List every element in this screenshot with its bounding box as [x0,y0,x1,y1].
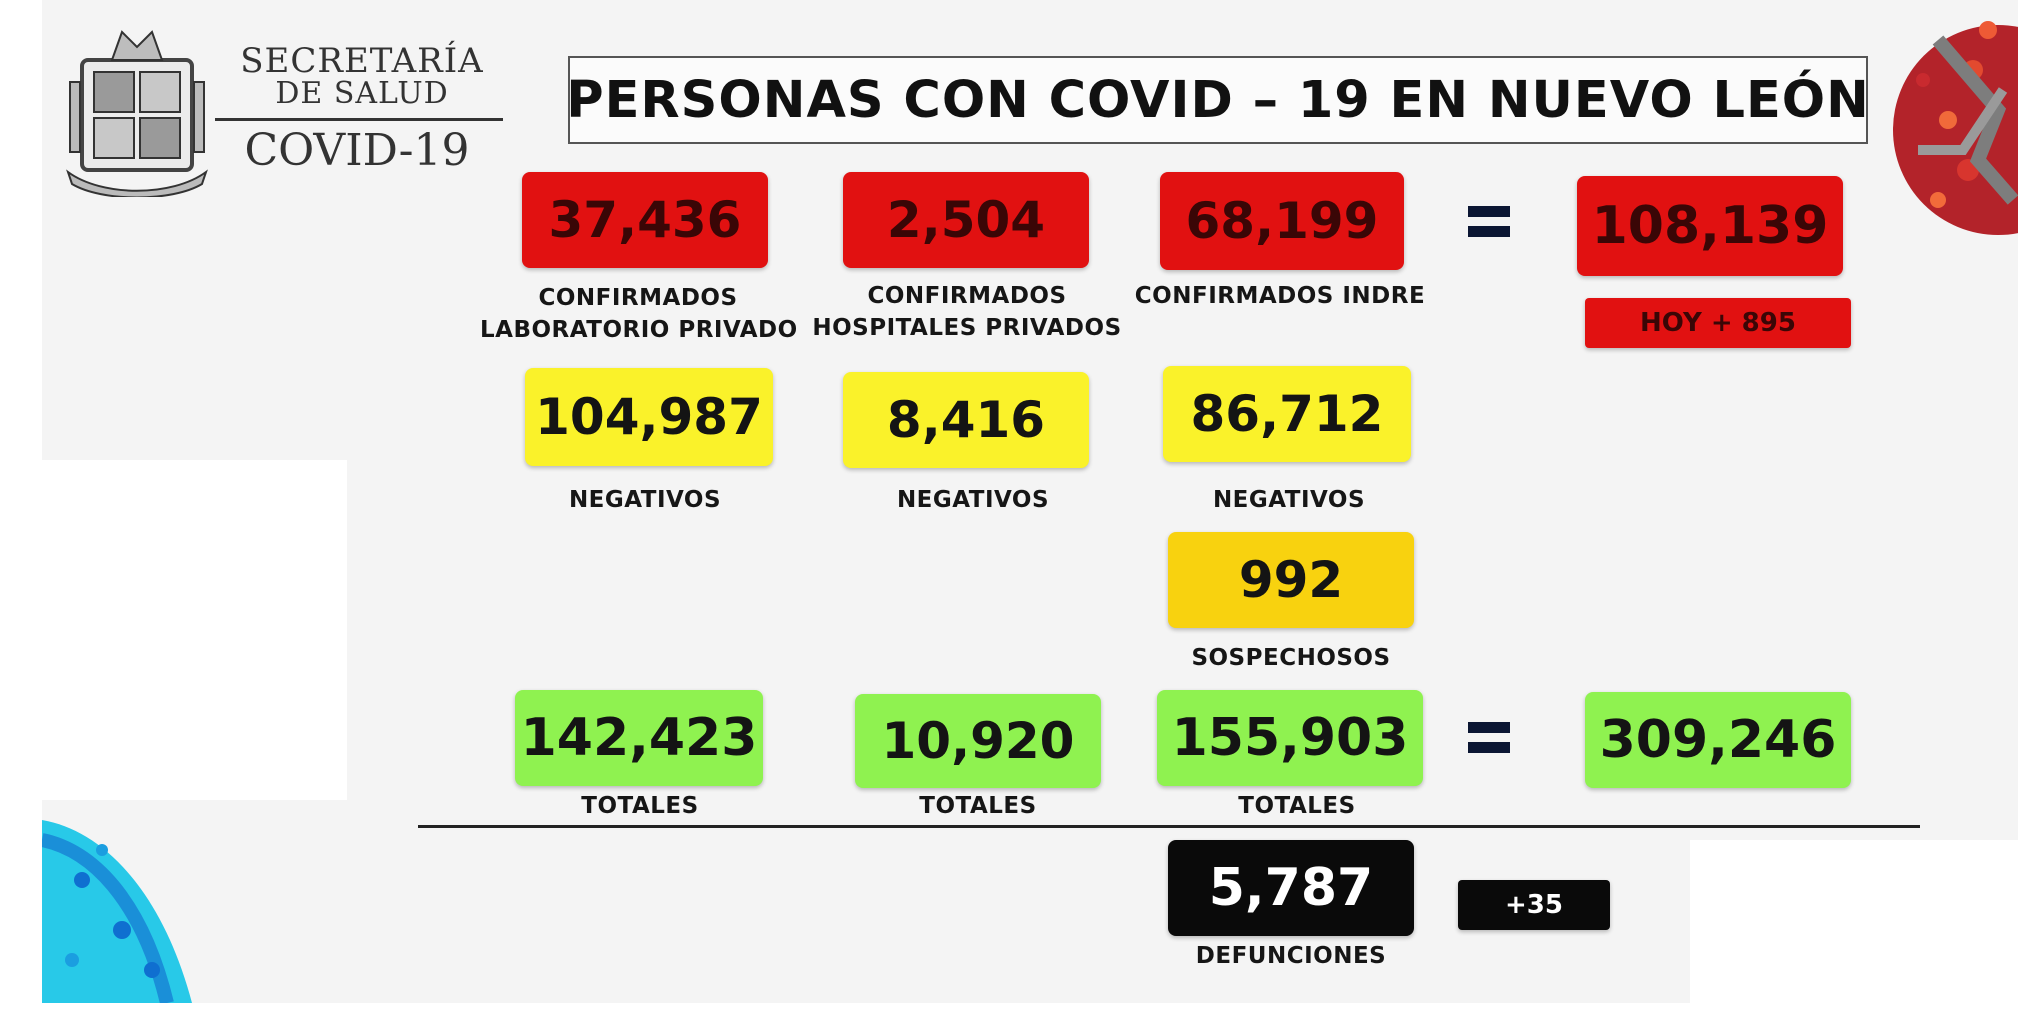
section-divider [418,825,1920,828]
totals-col3-label: TOTALES [1238,793,1356,819]
deaths-delta-badge: +35 [1458,880,1610,930]
coronavirus-decoration-icon [1893,21,2018,235]
page-title-box: PERSONAS CON COVID – 19 EN NUEVO LEÓN [566,56,1870,144]
equals-icon [1468,722,1510,762]
negatives-col3-label: NEGATIVOS [1212,487,1366,513]
page-title: PERSONAS CON COVID – 19 EN NUEVO LEÓN [566,70,1870,130]
white-patch-right [1690,840,2018,1003]
totals-col2-value: 10,920 [855,694,1101,788]
negatives-col1-label: NEGATIVOS [568,487,722,513]
suspects-label: SOSPECHOSOS [1191,645,1391,671]
confirmed-indre-value: 68,199 [1160,172,1404,270]
agency-name: SECRETARÍA DE SALUD [228,44,496,110]
agency-subtitle: COVID-19 [244,125,470,176]
confirmed-hosp-privados-label: CONFIRMADOS HOSPITALES PRIVADOS [812,280,1122,344]
suspects-value: 992 [1168,532,1414,628]
deaths-label: DEFUNCIONES [1195,943,1387,969]
label-line: CONFIRMADOS [867,283,1067,309]
negatives-col2-label: NEGATIVOS [896,487,1050,513]
white-patch-left [42,460,347,800]
totals-col1-label: TOTALES [581,793,699,819]
totals-col2-label: TOTALES [919,793,1037,819]
deaths-value: 5,787 [1168,840,1414,936]
confirmed-total-value: 108,139 [1577,176,1843,276]
confirmed-today-badge: HOY + 895 [1585,298,1851,348]
label-line: LABORATORIO PRIVADO [480,317,798,343]
agency-name-line1: SECRETARÍA [240,41,484,81]
equals-icon [1468,206,1510,246]
negatives-col3-value: 86,712 [1163,366,1411,462]
agency-name-line2: DE SALUD [275,76,449,111]
totals-grand-value: 309,246 [1585,692,1851,788]
confirmed-indre-label: CONFIRMADOS INDRE [1134,283,1426,309]
label-line: CONFIRMADOS [538,285,738,311]
slide-background [42,0,2018,1003]
coronavirus-decoration-blue-icon [42,820,192,1003]
confirmed-hosp-privados-value: 2,504 [843,172,1089,268]
totals-col1-value: 142,423 [515,690,763,786]
confirmed-lab-privado-value: 37,436 [522,172,768,268]
agency-divider [215,118,503,121]
confirmed-lab-privado-label: CONFIRMADOS LABORATORIO PRIVADO [480,282,798,346]
coat-of-arms-logo [66,30,208,197]
negatives-col2-value: 8,416 [843,372,1089,468]
totals-col3-value: 155,903 [1157,690,1423,786]
label-line: HOSPITALES PRIVADOS [812,315,1122,341]
negatives-col1-value: 104,987 [525,368,773,466]
